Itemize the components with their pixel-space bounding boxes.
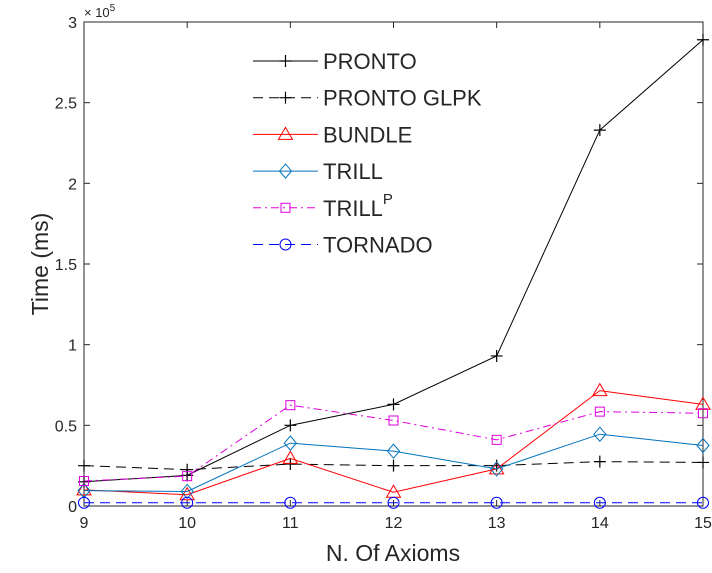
y-tick-label: 2 bbox=[68, 176, 77, 193]
data-point bbox=[490, 349, 503, 362]
legend-label-text: BUNDLE bbox=[323, 122, 412, 147]
data-point bbox=[698, 408, 708, 419]
data-point bbox=[284, 458, 297, 471]
legend-label-text: TORNADO bbox=[323, 233, 433, 258]
legend-item: TRILLP bbox=[253, 191, 393, 221]
data-point bbox=[593, 455, 606, 468]
data-point bbox=[282, 450, 299, 464]
legend-label: PRONTO bbox=[323, 49, 417, 74]
legend-label-text: PRONTO GLPK bbox=[323, 86, 482, 111]
data-point bbox=[181, 463, 194, 476]
data-point bbox=[697, 456, 709, 469]
legend-label: TRILL bbox=[323, 159, 383, 184]
series-layer bbox=[76, 33, 711, 509]
data-point bbox=[182, 471, 193, 482]
data-point bbox=[593, 124, 606, 137]
series-4 bbox=[79, 400, 708, 486]
y-exponent-power: 5 bbox=[110, 3, 116, 14]
legend-item: PRONTO GLPK bbox=[253, 86, 482, 111]
legend-item: BUNDLE bbox=[253, 122, 412, 147]
x-tick-label: 12 bbox=[385, 515, 403, 532]
legend-marker bbox=[279, 238, 292, 251]
series-line bbox=[83, 433, 704, 492]
data-point bbox=[284, 496, 297, 509]
legend-marker bbox=[280, 202, 291, 213]
data-point bbox=[181, 496, 194, 509]
legend-label: BUNDLE bbox=[323, 122, 412, 147]
data-point bbox=[386, 443, 401, 459]
data-point bbox=[490, 461, 504, 477]
legend-item: TRILL bbox=[253, 159, 383, 184]
data-point bbox=[78, 459, 90, 472]
series-1 bbox=[78, 455, 709, 476]
data-point bbox=[387, 496, 400, 509]
y-tick-label: 2.5 bbox=[55, 96, 77, 113]
data-point bbox=[285, 400, 296, 411]
legend-marker bbox=[277, 126, 294, 140]
legend-item: TORNADO bbox=[253, 233, 433, 258]
x-tick-label: 10 bbox=[178, 515, 196, 532]
legend-marker bbox=[279, 91, 292, 104]
legend-label: TRILLP bbox=[323, 191, 393, 221]
x-tick-label: 11 bbox=[282, 515, 299, 532]
data-point bbox=[697, 33, 709, 46]
x-tick-label: 14 bbox=[591, 515, 609, 532]
y-tick-label: 1.5 bbox=[55, 257, 77, 274]
data-point bbox=[490, 496, 503, 509]
data-point bbox=[696, 437, 710, 454]
data-point bbox=[284, 419, 297, 432]
legend-label: PRONTO GLPK bbox=[323, 86, 482, 111]
data-point bbox=[491, 434, 502, 445]
legend-label-text: PRONTO bbox=[323, 49, 417, 74]
x-tick-label: 13 bbox=[488, 515, 506, 532]
data-point bbox=[697, 496, 709, 509]
legend-item: PRONTO bbox=[253, 49, 417, 74]
data-point bbox=[78, 496, 90, 509]
data-point bbox=[283, 435, 297, 451]
y-tick-label: 1 bbox=[68, 338, 77, 355]
x-axis-label: N. Of Axioms bbox=[326, 540, 460, 566]
data-point bbox=[593, 426, 607, 442]
series-5 bbox=[78, 496, 709, 509]
y-exponent: × 105 bbox=[84, 3, 116, 20]
data-point bbox=[695, 396, 711, 410]
legend-marker bbox=[279, 55, 292, 67]
legend-label-text: TRILL bbox=[323, 196, 383, 221]
series-line bbox=[83, 404, 704, 482]
legend-label: TORNADO bbox=[323, 233, 433, 258]
data-point bbox=[79, 475, 89, 486]
y-tick-label: 3 bbox=[68, 15, 77, 32]
data-point bbox=[591, 382, 608, 397]
series-3 bbox=[77, 426, 710, 500]
legend-label-text: TRILL bbox=[323, 159, 383, 184]
data-point bbox=[387, 459, 400, 472]
data-point bbox=[76, 481, 92, 496]
data-point bbox=[594, 406, 605, 417]
legend-label-superscript: P bbox=[383, 191, 393, 208]
data-point bbox=[388, 415, 399, 426]
y-axis-label: Time (ms) bbox=[27, 213, 53, 316]
y-tick-label: 0.5 bbox=[55, 418, 77, 435]
data-point bbox=[593, 496, 606, 509]
y-axis: 0 0.5 1 1.5 2 2.5 3 bbox=[55, 15, 703, 516]
y-exponent-base: × 10 bbox=[84, 5, 110, 20]
x-tick-label: 9 bbox=[80, 515, 89, 532]
legend-marker bbox=[278, 163, 293, 179]
x-axis: 9 10 11 12 13 14 15 bbox=[80, 22, 712, 532]
x-tick-label: 15 bbox=[694, 515, 712, 532]
data-point bbox=[180, 483, 194, 500]
series-line bbox=[83, 390, 704, 496]
data-point bbox=[387, 398, 400, 411]
y-tick-label: 0 bbox=[68, 499, 77, 516]
